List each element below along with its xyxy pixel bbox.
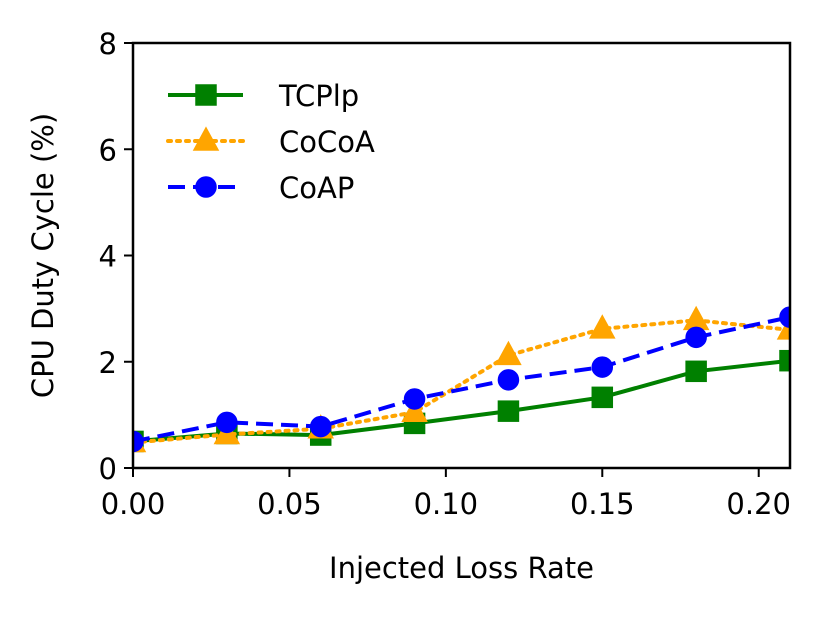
data-point — [779, 349, 790, 372]
y-axis-title: CPU Duty Cycle (%) — [26, 113, 60, 398]
data-point — [591, 356, 614, 378]
data-point — [591, 386, 614, 409]
data-point — [497, 400, 520, 422]
x-tick-label: 0.00 — [101, 487, 166, 521]
legend-marker — [195, 176, 217, 198]
legend-item-tcplp: TCPlp — [168, 79, 359, 113]
plot-frame — [131, 41, 792, 470]
ticks-layer: 0.00 0.05 0.10 0.15 0.20 0 2 4 6 8 — [99, 27, 791, 521]
series-line — [133, 315, 790, 444]
data-point — [216, 411, 238, 434]
legend-label: CoCoA — [279, 125, 375, 159]
data-point — [685, 360, 707, 383]
series-line — [133, 318, 790, 445]
legend-item-cocoa: CoCoA — [166, 125, 375, 159]
data-point — [495, 340, 522, 366]
data-point — [779, 306, 790, 328]
data-point — [589, 314, 616, 339]
legend-label: TCPlp — [278, 79, 359, 113]
x-axis-title: Injected Loss Rate — [329, 551, 594, 585]
data-point — [682, 305, 710, 331]
data-point — [497, 369, 520, 391]
data-point — [401, 397, 428, 422]
x-tick-label: 0.20 — [726, 487, 791, 521]
x-tick-label: 0.10 — [414, 487, 479, 521]
x-tick-label: 0.15 — [570, 487, 635, 521]
legend-item-coap: CoAP — [168, 171, 354, 205]
legend: TCPlp CoCoA CoAP — [166, 79, 375, 205]
legend-label: CoAP — [279, 171, 354, 205]
y-tick-label: 4 — [99, 240, 117, 274]
legend-marker — [195, 84, 217, 106]
legend-marker — [192, 126, 220, 151]
y-tick-label: 8 — [99, 27, 117, 61]
y-tick-label: 2 — [99, 346, 117, 380]
data-point — [133, 430, 144, 453]
x-tick-label: 0.05 — [257, 487, 322, 521]
data-point — [403, 388, 426, 410]
data-point — [685, 326, 707, 349]
y-tick-label: 0 — [99, 452, 117, 486]
y-tick-label: 6 — [99, 133, 117, 167]
series-layer — [133, 305, 790, 453]
data-point — [309, 415, 332, 438]
series-coap — [133, 306, 790, 453]
